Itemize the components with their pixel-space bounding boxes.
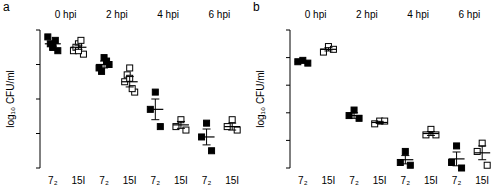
figure: a log₁₀ CFU/ml 0 hpi 7₂ 15I 2 hpi 7₂ 15I 4 hpi 7₂… — [0, 0, 500, 191]
panel: a log₁₀ CFU/ml 0 hpi 7₂ 15I 2 hpi 7₂ 15I 4 hpi 7₂… — [3, 0, 240, 186]
point — [78, 37, 84, 43]
point — [479, 140, 485, 146]
error-bar — [427, 132, 435, 136]
point — [474, 148, 480, 154]
y-tick — [36, 64, 40, 65]
group-label: 2 hpi — [356, 9, 378, 20]
group-label: 6 hpi — [459, 9, 481, 20]
y-axis-label: log₁₀ CFU/ml — [5, 70, 16, 128]
marks — [45, 34, 240, 154]
point — [204, 120, 210, 126]
error-bar — [203, 129, 211, 145]
error-bar — [299, 61, 307, 63]
x-tick-label: 7₂ — [202, 175, 212, 186]
point — [484, 162, 490, 168]
error-bar — [177, 121, 185, 128]
y-tick — [36, 168, 40, 169]
point — [320, 49, 326, 55]
y-tick — [286, 140, 290, 141]
y-axis-label: log₁₀ CFU/ml — [255, 70, 266, 128]
error-bar — [151, 99, 159, 120]
panel-label: a — [3, 0, 10, 14]
x-tick-label: 7₂ — [452, 175, 462, 186]
point — [209, 148, 215, 154]
y-axis — [290, 30, 291, 168]
x-tick-label: 15I — [71, 175, 85, 186]
y-tick — [286, 168, 290, 169]
point — [407, 162, 413, 168]
x-tick-label: 7₂ — [99, 175, 109, 186]
error-bar — [350, 113, 358, 119]
error-bar — [100, 61, 108, 68]
x-tick-label: 7₂ — [298, 175, 308, 186]
point — [454, 143, 460, 149]
point — [397, 159, 403, 165]
panel: b log₁₀ CFU/ml 0 hpi 7₂ 15I 2 hpi 7₂ 15I 4 hpi 7₂… — [253, 0, 490, 186]
point — [402, 148, 408, 154]
group-label: 2 hpi — [106, 9, 128, 20]
group-label: 0 hpi — [305, 9, 327, 20]
point — [45, 34, 51, 40]
error-bar — [228, 123, 236, 130]
point — [99, 68, 105, 74]
mean-line — [372, 122, 388, 123]
group-label: 4 hpi — [407, 9, 429, 20]
y-tick — [286, 85, 290, 86]
point — [127, 65, 133, 71]
error-bar — [376, 121, 384, 123]
point — [433, 132, 439, 138]
group-label: 0 hpi — [55, 9, 77, 20]
y-tick — [36, 30, 40, 31]
group-label: 4 hpi — [157, 9, 179, 20]
x-tick-label: 7₂ — [151, 175, 161, 186]
x-tick-label: 7₂ — [401, 175, 411, 186]
x-tick-label: 15I — [225, 175, 239, 186]
y-tick — [286, 30, 290, 31]
error-bar — [324, 48, 332, 51]
x-tick-label: 15I — [174, 175, 188, 186]
panel-label: b — [253, 0, 260, 14]
point — [449, 159, 455, 165]
group-label: 6 hpi — [209, 9, 231, 20]
x-tick-label: 15I — [475, 175, 489, 186]
y-tick — [286, 57, 290, 58]
error-bar — [478, 146, 486, 160]
x-tick-label: 15I — [424, 175, 438, 186]
error-bar — [49, 41, 57, 46]
error-bar — [453, 152, 461, 166]
point — [157, 124, 163, 130]
x-tick-label: 15I — [321, 175, 335, 186]
point — [152, 89, 158, 95]
y-tick — [36, 99, 40, 100]
x-tick-label: 15I — [373, 175, 387, 186]
x-tick-label: 7₂ — [349, 175, 359, 186]
marks — [295, 44, 490, 171]
y-tick — [286, 112, 290, 113]
point — [229, 117, 235, 123]
mean-line — [295, 61, 311, 62]
error-bar — [74, 45, 82, 49]
error-bar — [126, 77, 134, 87]
point — [423, 132, 429, 138]
y-tick — [36, 133, 40, 134]
error-bar — [401, 156, 409, 164]
x-tick-label: 15I — [123, 175, 137, 186]
x-tick-label: 7₂ — [48, 175, 58, 186]
